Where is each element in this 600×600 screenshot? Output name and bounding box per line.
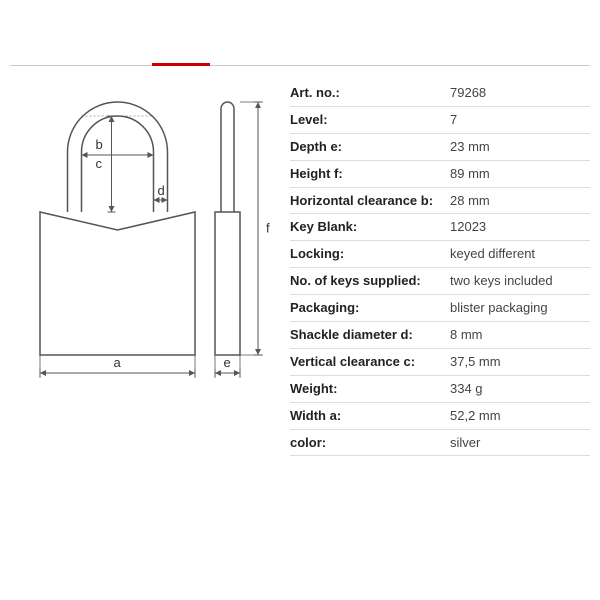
spec-value: keyed different [450, 246, 590, 263]
spec-row: Key Blank:12023 [290, 214, 590, 241]
spec-row: Level:7 [290, 107, 590, 134]
spec-value: blister packaging [450, 300, 590, 317]
spec-row: Vertical clearance c:37,5 mm [290, 349, 590, 376]
spec-value: 7 [450, 112, 590, 129]
spec-row: Locking:keyed different [290, 241, 590, 268]
spec-value: 79268 [450, 85, 590, 102]
spec-label: Locking: [290, 246, 450, 263]
spec-row: Weight:334 g [290, 376, 590, 403]
svg-text:a: a [114, 355, 122, 370]
padlock-diagram: a e bc d f [10, 80, 275, 400]
spec-row: Depth e:23 mm [290, 134, 590, 161]
spec-value: 89 mm [450, 166, 590, 183]
spec-label: No. of keys supplied: [290, 273, 450, 290]
spec-value: 8 mm [450, 327, 590, 344]
svg-text:c: c [96, 156, 103, 171]
svg-text:d: d [158, 183, 165, 198]
spec-value: 28 mm [450, 193, 590, 210]
spec-row: Horizontal clearance b:28 mm [290, 188, 590, 215]
spec-row: Height f:89 mm [290, 161, 590, 188]
top-divider [10, 65, 590, 66]
spec-value: 37,5 mm [450, 354, 590, 371]
spec-table: Art. no.:79268Level:7Depth e:23 mmHeight… [290, 80, 590, 456]
spec-row: color:silver [290, 430, 590, 457]
spec-label: Vertical clearance c: [290, 354, 450, 371]
spec-label: Weight: [290, 381, 450, 398]
spec-value: 52,2 mm [450, 408, 590, 425]
spec-label: Key Blank: [290, 219, 450, 236]
spec-label: Depth e: [290, 139, 450, 156]
accent-underline [152, 63, 210, 66]
svg-text:e: e [224, 355, 231, 370]
spec-label: Level: [290, 112, 450, 129]
spec-value: silver [450, 435, 590, 452]
spec-value: two keys included [450, 273, 590, 290]
spec-row: Art. no.:79268 [290, 80, 590, 107]
spec-label: Horizontal clearance b: [290, 193, 450, 210]
spec-label: Width a: [290, 408, 450, 425]
spec-value: 334 g [450, 381, 590, 398]
svg-text:f: f [266, 221, 270, 236]
spec-label: Shackle diameter d: [290, 327, 450, 344]
spec-label: color: [290, 435, 450, 452]
spec-label: Height f: [290, 166, 450, 183]
spec-row: Width a:52,2 mm [290, 403, 590, 430]
spec-row: Shackle diameter d:8 mm [290, 322, 590, 349]
spec-value: 23 mm [450, 139, 590, 156]
spec-row: Packaging:blister packaging [290, 295, 590, 322]
spec-value: 12023 [450, 219, 590, 236]
svg-text:b: b [96, 137, 103, 152]
spec-row: No. of keys supplied:two keys included [290, 268, 590, 295]
spec-label: Art. no.: [290, 85, 450, 102]
spec-label: Packaging: [290, 300, 450, 317]
